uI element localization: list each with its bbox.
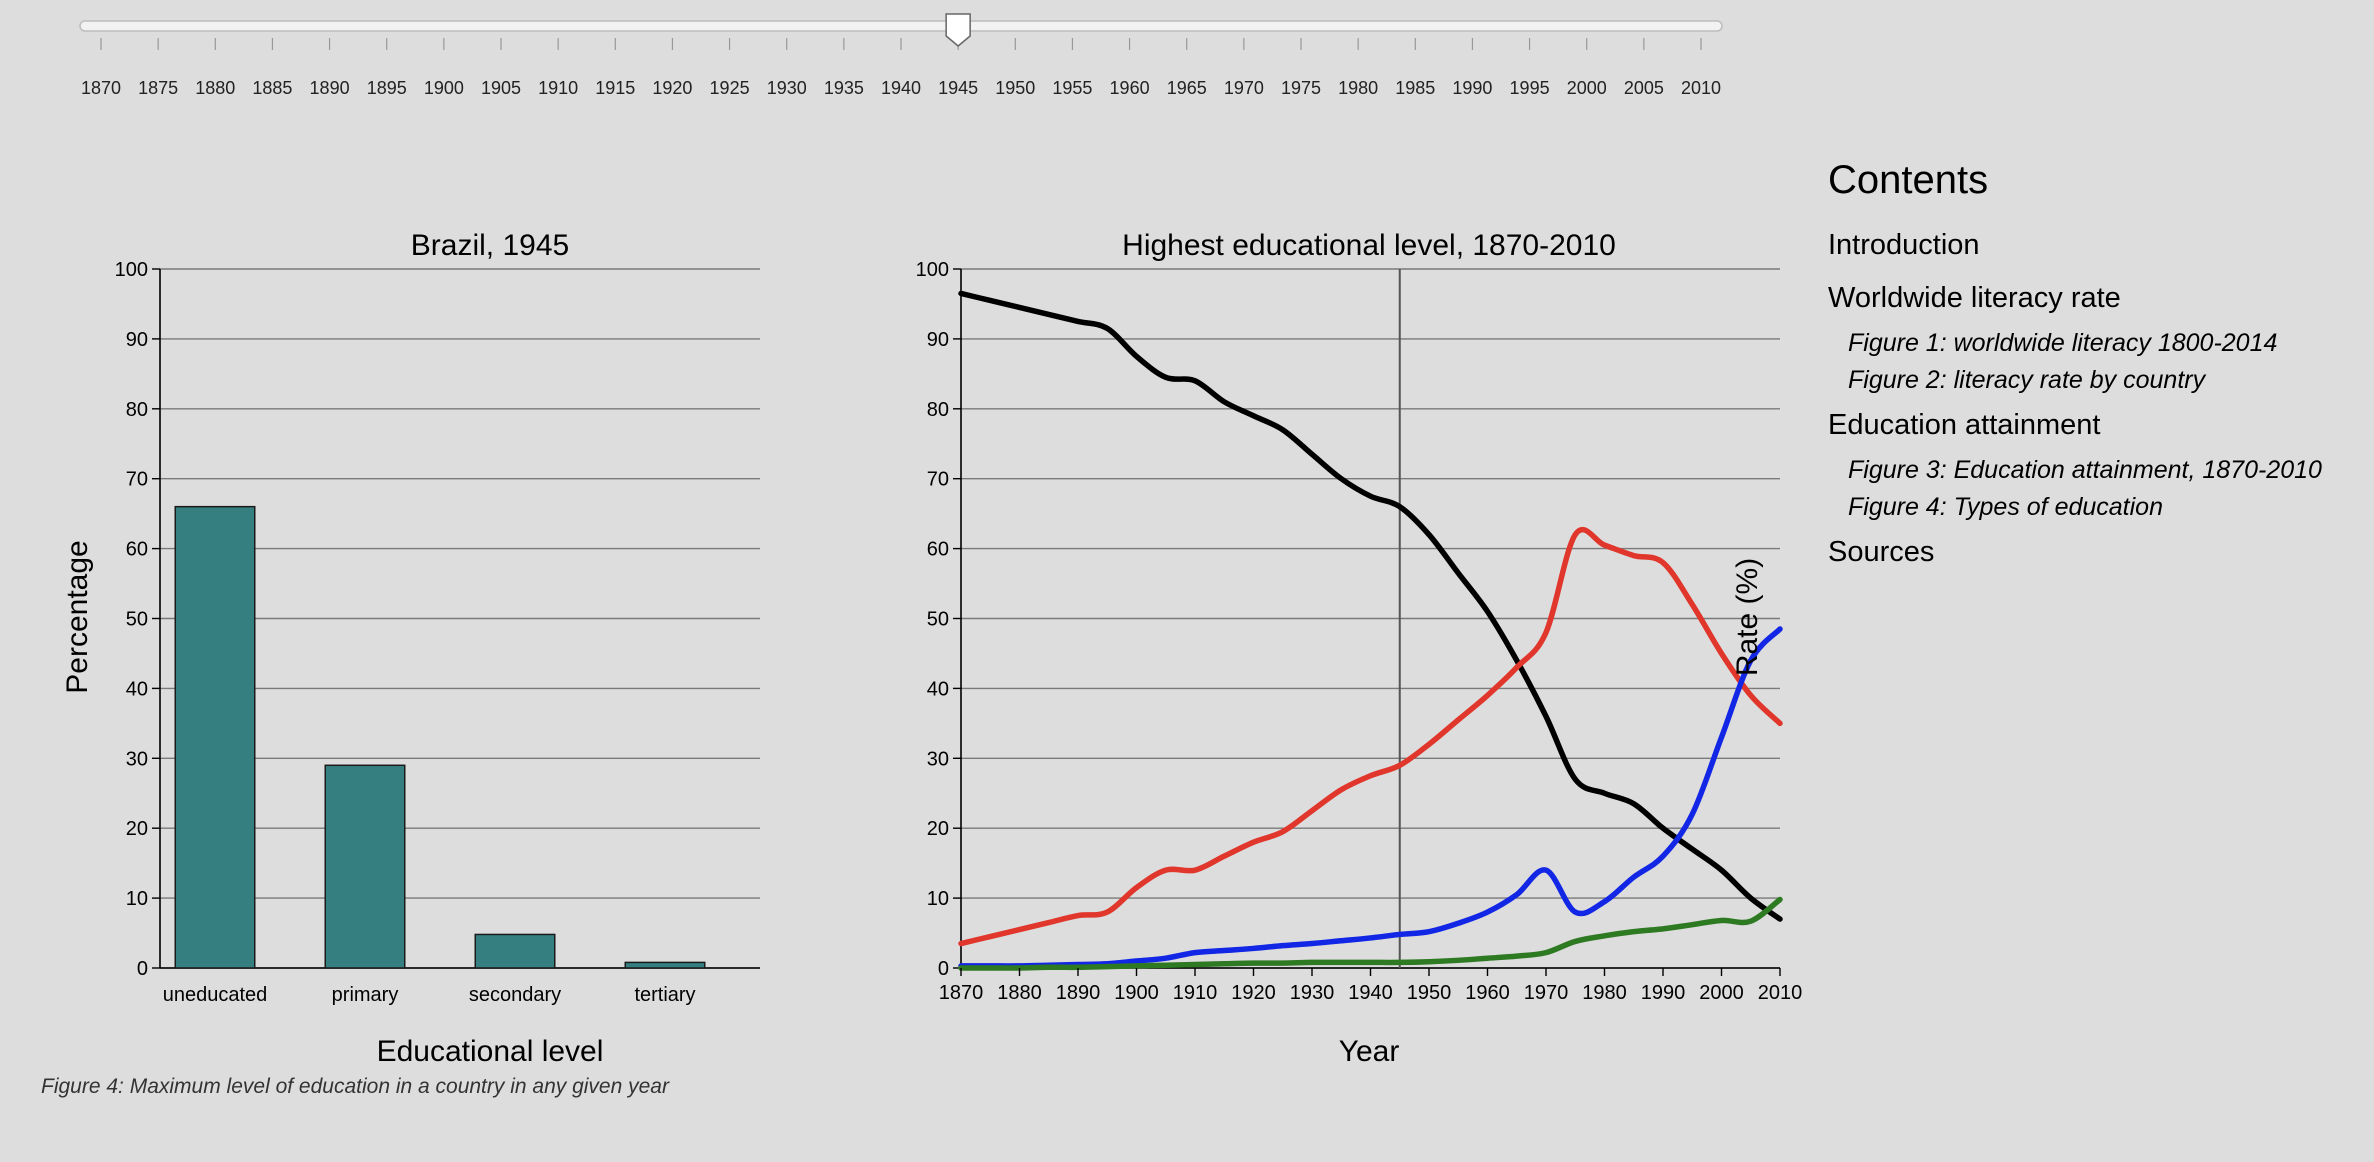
toc-item-sources[interactable]: Sources — [1828, 536, 1935, 568]
series-line-tertiary[interactable] — [958, 896, 1783, 971]
slider-tick-label: 1990 — [1452, 78, 1492, 98]
toc-title: Contents — [1828, 158, 1989, 202]
line-chart-xtick-label: 1900 — [1114, 982, 1159, 1004]
bar-chart-ytick-label: 0 — [137, 958, 148, 980]
bar-chart-ytick-label: 40 — [126, 678, 148, 700]
bar-label-tertiary: tertiary — [634, 984, 695, 1006]
bar-chart-ytick-label: 100 — [115, 259, 148, 281]
bar-chart-ytick-label: 70 — [126, 469, 148, 491]
bar-chart-ylabel: Percentage — [61, 540, 94, 693]
toc-subitem-figure-4[interactable]: Figure 4: Types of education — [1848, 493, 2163, 521]
slider-tick-label: 1985 — [1395, 78, 1435, 98]
bar-chart-ytick-label: 20 — [126, 818, 148, 840]
year-slider[interactable]: 1870 1875 1880 1885 1890 1895 1900 1905 1910 1915… — [0, 0, 1740, 110]
table-of-contents: Contents Introduction Worldwide literacy… — [1828, 158, 2358, 589]
line-chart-ytick-label: 0 — [938, 958, 949, 980]
line-chart-xtick-label: 1960 — [1465, 982, 1510, 1004]
line-chart-ytick-label: 40 — [927, 678, 949, 700]
series-line-primary[interactable] — [958, 526, 1783, 947]
slider-tick-label: 1965 — [1167, 78, 1207, 98]
slider-tick-label: 1910 — [538, 78, 578, 98]
line-chart-xtick-label: 2010 — [1758, 982, 1803, 1004]
toc-item-education-attainment[interactable]: Education attainment — [1828, 409, 2101, 441]
line-chart-ytick-label: 30 — [927, 748, 949, 770]
slider-tick-label: 1950 — [995, 78, 1035, 98]
slider-tick-label: 1955 — [1052, 78, 1092, 98]
bar-secondary[interactable] — [474, 933, 556, 969]
slider-tick-label: 2005 — [1624, 78, 1664, 98]
line-chart-xtick-label: 1950 — [1407, 982, 1452, 1004]
toc-subitem-figure-3[interactable]: Figure 3: Education attainment, 1870-201… — [1848, 456, 2322, 484]
line-chart-ytick-label: 70 — [927, 469, 949, 491]
toc-item-introduction[interactable]: Introduction — [1828, 229, 1980, 261]
line-chart-xtick-label: 1970 — [1524, 982, 1569, 1004]
line-chart-xtick-label: 1990 — [1641, 982, 1686, 1004]
line-chart-ytick-label: 50 — [927, 609, 949, 631]
slider-tick-label: 1970 — [1224, 78, 1264, 98]
slider-tick-label: 1920 — [652, 78, 692, 98]
slider-tick-label: 1935 — [824, 78, 864, 98]
bar-chart-ytick-label: 90 — [126, 329, 148, 351]
line-chart-xtick-label: 1910 — [1173, 982, 1218, 1004]
bar-chart-ytick-label: 50 — [126, 609, 148, 631]
slider-tick-label: 1885 — [252, 78, 292, 98]
slider-tick-label: 1925 — [710, 78, 750, 98]
figure-caption: Figure 4: Maximum level of education in … — [41, 1075, 669, 1098]
line-chart-xlabel: Year — [1339, 1035, 1400, 1068]
slider-tick-label: 1980 — [1338, 78, 1378, 98]
slider-tick-label: 1900 — [424, 78, 464, 98]
line-chart-ylabel: Rate (%) — [1731, 558, 1764, 676]
slider-tick-label: 1945 — [938, 78, 978, 98]
line-chart-ytick-label: 90 — [927, 329, 949, 351]
bar-label-primary: primary — [332, 984, 399, 1006]
slider-tick-label: 1960 — [1110, 78, 1150, 98]
line-chart-title: Highest educational level, 1870-2010 — [1122, 229, 1616, 262]
line-chart-ytick-label: 100 — [916, 259, 949, 281]
slider-tick-label: 1905 — [481, 78, 521, 98]
bar-chart-title: Brazil, 1945 — [411, 229, 569, 262]
toc-subitem-figure-2[interactable]: Figure 2: literacy rate by country — [1848, 366, 2206, 394]
toc-item-worldwide-literacy-rate[interactable]: Worldwide literacy rate — [1828, 282, 2121, 314]
bar-chart-ytick-label: 10 — [126, 888, 148, 910]
slider-tick-label: 1895 — [367, 78, 407, 98]
slider-tick-label: 1995 — [1510, 78, 1550, 98]
line-chart: Highest educational level, 1870-2010 0 10… — [916, 229, 1803, 1068]
slider-tick-label: 2010 — [1681, 78, 1721, 98]
line-chart-xtick-label: 1980 — [1582, 982, 1627, 1004]
line-chart-xtick-label: 1940 — [1348, 982, 1393, 1004]
toc-subitem-figure-1[interactable]: Figure 1: worldwide literacy 1800-2014 — [1848, 329, 2278, 357]
slider-tick-label: 1870 — [81, 78, 121, 98]
line-chart-ytick-label: 60 — [927, 539, 949, 561]
slider-tick-label: 1915 — [595, 78, 635, 98]
bar-label-uneducated: uneducated — [163, 984, 268, 1006]
bar-uneducated[interactable] — [174, 505, 256, 969]
line-chart-xtick-label: 1880 — [997, 982, 1042, 1004]
slider-tick-label: 1940 — [881, 78, 921, 98]
series-line-uneducated[interactable] — [958, 290, 1783, 922]
line-chart-ytick-label: 80 — [927, 399, 949, 421]
bar-chart-xlabel: Educational level — [377, 1035, 604, 1068]
bar-chart-ytick-label: 30 — [126, 748, 148, 770]
line-chart-xtick-label: 2000 — [1699, 982, 1744, 1004]
slider-tick-label: 1975 — [1281, 78, 1321, 98]
line-chart-xtick-label: 1890 — [1056, 982, 1101, 1004]
slider-tick-label: 1880 — [195, 78, 235, 98]
line-chart-ytick-label: 20 — [927, 818, 949, 840]
slider-tick-label: 1890 — [310, 78, 350, 98]
bar-primary[interactable] — [324, 764, 406, 969]
slider-handle[interactable] — [945, 13, 971, 47]
bar-chart: Brazil, 1945 0 10 20 30 40 50 60 70 80 90 100 uned… — [61, 229, 760, 1068]
slider-tick-label: 2000 — [1567, 78, 1607, 98]
line-chart-xtick-label: 1870 — [939, 982, 984, 1004]
slider-tick-label: 1875 — [138, 78, 178, 98]
line-chart-xtick-label: 1930 — [1290, 982, 1335, 1004]
bar-chart-ytick-label: 60 — [126, 539, 148, 561]
slider-tick-label: 1930 — [767, 78, 807, 98]
bar-chart-ytick-label: 80 — [126, 399, 148, 421]
bar-tertiary[interactable] — [624, 961, 706, 969]
slider-track[interactable] — [79, 20, 1723, 32]
bar-label-secondary: secondary — [469, 984, 561, 1006]
line-chart-ytick-label: 10 — [927, 888, 949, 910]
line-chart-xtick-label: 1920 — [1231, 982, 1276, 1004]
